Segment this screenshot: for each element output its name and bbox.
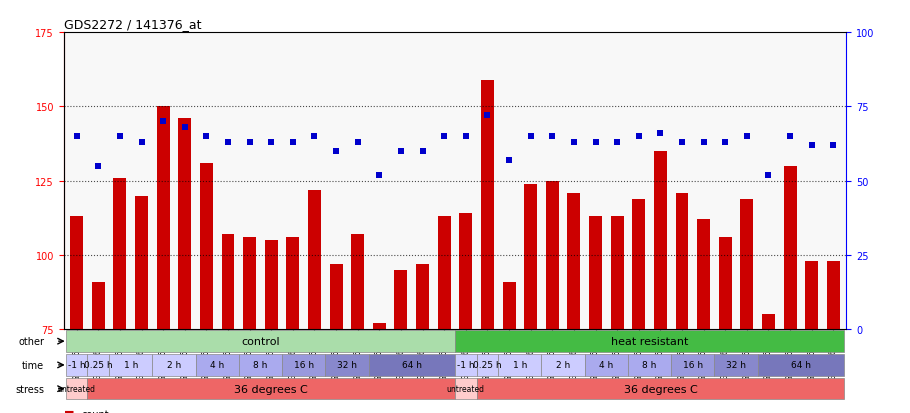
Bar <box>92 282 105 330</box>
Bar <box>499 354 541 376</box>
Bar <box>455 354 477 376</box>
Text: stress: stress <box>15 384 44 394</box>
Text: untreated: untreated <box>447 384 485 393</box>
Text: ■: ■ <box>64 409 75 413</box>
Text: time: time <box>22 360 44 370</box>
Bar <box>265 240 278 330</box>
Bar <box>373 323 386 330</box>
Text: 36 degrees C: 36 degrees C <box>235 384 308 394</box>
Text: -1 h: -1 h <box>68 361 86 370</box>
Bar <box>329 264 342 330</box>
Text: 16 h: 16 h <box>294 361 314 370</box>
Bar <box>477 378 844 399</box>
Bar <box>589 217 602 330</box>
Bar <box>477 354 499 376</box>
Text: 32 h: 32 h <box>726 361 746 370</box>
Text: 8 h: 8 h <box>642 361 657 370</box>
Bar <box>196 354 238 376</box>
Bar <box>481 81 494 330</box>
Bar <box>502 282 516 330</box>
Bar <box>70 217 83 330</box>
Text: 4 h: 4 h <box>210 361 225 370</box>
Text: GDS2272 / 141376_at: GDS2272 / 141376_at <box>64 17 201 31</box>
Text: 0.25 h: 0.25 h <box>473 361 501 370</box>
Bar <box>675 193 689 330</box>
Text: 1 h: 1 h <box>512 361 527 370</box>
Bar <box>541 354 585 376</box>
Bar <box>632 199 645 330</box>
Bar <box>243 237 256 330</box>
FancyBboxPatch shape <box>66 331 455 352</box>
Text: 4 h: 4 h <box>599 361 613 370</box>
Bar <box>524 184 537 330</box>
Bar <box>741 199 753 330</box>
Text: 2 h: 2 h <box>556 361 571 370</box>
Bar <box>221 235 235 330</box>
Bar <box>455 378 477 399</box>
Bar <box>394 270 408 330</box>
Bar <box>178 119 191 330</box>
Bar <box>628 354 672 376</box>
Bar <box>351 235 364 330</box>
Bar <box>287 237 299 330</box>
Bar <box>611 217 623 330</box>
Text: 16 h: 16 h <box>682 361 703 370</box>
Bar <box>758 354 844 376</box>
Bar <box>416 264 429 330</box>
Text: 0.25 h: 0.25 h <box>84 361 113 370</box>
Bar <box>308 190 321 330</box>
Bar <box>238 354 282 376</box>
Bar <box>568 193 581 330</box>
Bar <box>66 354 87 376</box>
Bar <box>654 152 667 330</box>
Text: control: control <box>241 336 279 347</box>
Text: 36 degrees C: 36 degrees C <box>623 384 697 394</box>
Bar <box>585 354 628 376</box>
Bar <box>135 196 148 330</box>
Bar <box>719 237 732 330</box>
Bar <box>805 261 818 330</box>
Text: 64 h: 64 h <box>401 361 421 370</box>
Bar <box>152 354 196 376</box>
Text: 64 h: 64 h <box>791 361 811 370</box>
Bar <box>369 354 455 376</box>
Bar <box>109 354 152 376</box>
Text: 2 h: 2 h <box>167 361 181 370</box>
Text: 8 h: 8 h <box>253 361 268 370</box>
Bar <box>762 315 775 330</box>
Text: other: other <box>18 336 44 347</box>
Bar <box>157 107 169 330</box>
Bar <box>460 214 472 330</box>
Text: -1 h: -1 h <box>457 361 475 370</box>
Bar <box>114 178 126 330</box>
Text: untreated: untreated <box>57 384 96 393</box>
FancyBboxPatch shape <box>455 331 844 352</box>
Bar <box>714 354 758 376</box>
Bar <box>66 378 87 399</box>
Bar <box>697 220 710 330</box>
Bar <box>200 164 213 330</box>
Text: 32 h: 32 h <box>337 361 357 370</box>
Bar <box>827 261 840 330</box>
Text: count: count <box>82 409 109 413</box>
Text: heat resistant: heat resistant <box>611 336 688 347</box>
Bar <box>282 354 325 376</box>
Bar <box>87 354 109 376</box>
Bar <box>325 354 369 376</box>
Text: 1 h: 1 h <box>124 361 138 370</box>
Bar <box>546 181 559 330</box>
Bar <box>87 378 455 399</box>
Bar <box>672 354 714 376</box>
Bar <box>784 166 796 330</box>
Bar <box>438 217 450 330</box>
